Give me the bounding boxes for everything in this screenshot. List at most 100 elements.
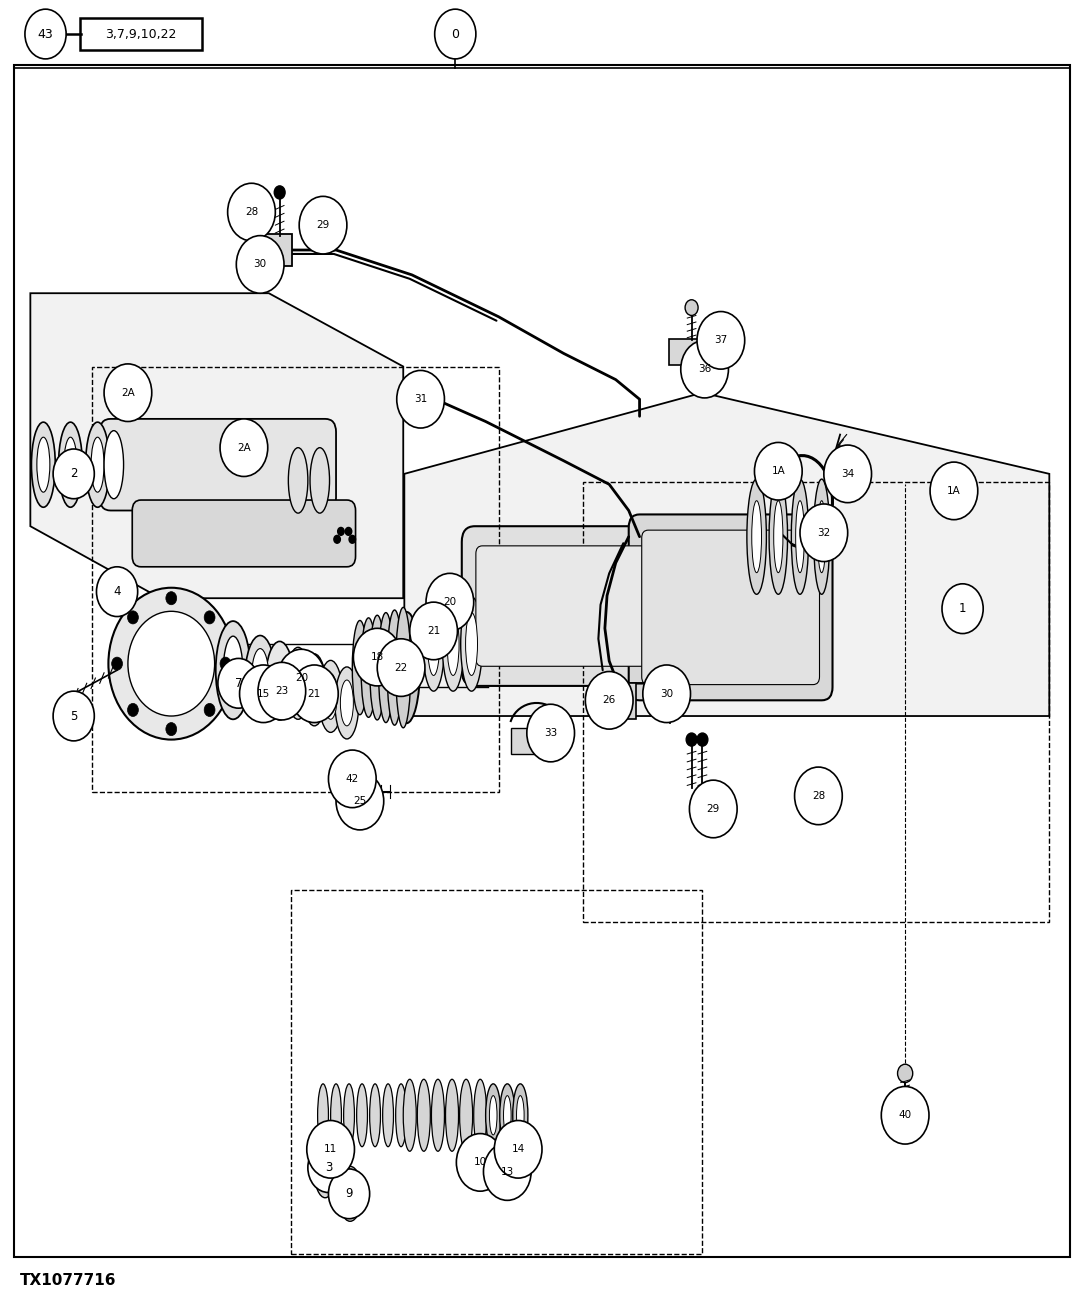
FancyBboxPatch shape — [476, 546, 738, 666]
Ellipse shape — [288, 448, 308, 513]
Circle shape — [426, 573, 474, 631]
Ellipse shape — [319, 660, 343, 732]
Circle shape — [483, 1143, 531, 1200]
Ellipse shape — [338, 1166, 362, 1221]
Ellipse shape — [320, 1155, 331, 1189]
Text: 23: 23 — [275, 686, 288, 696]
Ellipse shape — [446, 1079, 459, 1152]
Ellipse shape — [361, 618, 376, 717]
Ellipse shape — [796, 501, 804, 573]
Ellipse shape — [813, 479, 830, 594]
Circle shape — [410, 602, 457, 660]
Ellipse shape — [442, 597, 464, 691]
Circle shape — [53, 691, 94, 741]
Circle shape — [236, 236, 284, 293]
Ellipse shape — [474, 1079, 487, 1152]
Ellipse shape — [370, 615, 385, 720]
Ellipse shape — [378, 613, 393, 723]
Circle shape — [128, 703, 139, 716]
FancyBboxPatch shape — [14, 65, 1070, 1257]
Ellipse shape — [747, 479, 766, 594]
Circle shape — [166, 723, 177, 736]
FancyBboxPatch shape — [462, 526, 753, 686]
Text: 33: 33 — [544, 728, 557, 738]
Text: 2A: 2A — [237, 442, 250, 453]
Circle shape — [942, 584, 983, 634]
Ellipse shape — [516, 1096, 524, 1135]
Circle shape — [25, 9, 66, 59]
Circle shape — [930, 462, 978, 520]
Circle shape — [898, 1064, 913, 1083]
Text: 22: 22 — [395, 662, 408, 673]
Circle shape — [328, 750, 376, 808]
Circle shape — [220, 419, 268, 476]
Circle shape — [681, 340, 728, 398]
Text: 1A: 1A — [947, 486, 960, 496]
Ellipse shape — [352, 620, 367, 715]
Circle shape — [96, 567, 138, 617]
Circle shape — [697, 312, 745, 369]
FancyBboxPatch shape — [629, 514, 833, 700]
Ellipse shape — [392, 613, 421, 723]
Circle shape — [228, 183, 275, 241]
Ellipse shape — [37, 437, 50, 492]
Circle shape — [795, 767, 842, 825]
Ellipse shape — [286, 648, 310, 720]
Ellipse shape — [396, 1084, 406, 1147]
Text: 25: 25 — [353, 796, 366, 806]
Text: 36: 36 — [698, 364, 711, 374]
Circle shape — [345, 528, 351, 535]
Text: 15: 15 — [257, 689, 270, 699]
Circle shape — [112, 657, 122, 670]
Ellipse shape — [489, 1096, 496, 1135]
Ellipse shape — [383, 1084, 393, 1147]
Text: 43: 43 — [38, 27, 53, 41]
Text: 37: 37 — [714, 335, 727, 346]
Ellipse shape — [431, 1079, 444, 1152]
Ellipse shape — [500, 1084, 515, 1147]
Ellipse shape — [216, 622, 250, 720]
Circle shape — [349, 535, 356, 543]
Ellipse shape — [251, 649, 269, 707]
Text: 9: 9 — [346, 1187, 352, 1200]
Ellipse shape — [292, 660, 305, 707]
Polygon shape — [404, 393, 1049, 716]
Text: 29: 29 — [317, 220, 330, 230]
Ellipse shape — [357, 1084, 367, 1147]
Text: 3,7,9,10,22: 3,7,9,10,22 — [105, 27, 177, 41]
Ellipse shape — [302, 654, 326, 725]
Circle shape — [686, 733, 697, 746]
Circle shape — [53, 449, 94, 499]
Circle shape — [108, 588, 234, 740]
Ellipse shape — [59, 421, 82, 507]
Ellipse shape — [466, 613, 477, 675]
Text: 14: 14 — [512, 1144, 525, 1155]
Ellipse shape — [513, 1084, 528, 1147]
Ellipse shape — [403, 1079, 416, 1152]
FancyBboxPatch shape — [248, 234, 292, 266]
Text: TX1077716: TX1077716 — [20, 1272, 116, 1288]
Circle shape — [308, 1143, 349, 1192]
Circle shape — [754, 442, 802, 500]
Circle shape — [334, 762, 356, 788]
Text: 40: 40 — [899, 1110, 912, 1121]
Circle shape — [307, 1121, 354, 1178]
Circle shape — [456, 1134, 504, 1191]
Circle shape — [800, 504, 848, 562]
Text: 10: 10 — [474, 1157, 487, 1168]
Ellipse shape — [460, 1079, 473, 1152]
Text: 2: 2 — [70, 467, 77, 480]
Ellipse shape — [396, 607, 411, 728]
Text: 21: 21 — [427, 626, 440, 636]
Circle shape — [377, 639, 425, 696]
Circle shape — [278, 649, 325, 707]
Text: 26: 26 — [603, 695, 616, 706]
Ellipse shape — [447, 613, 459, 675]
Ellipse shape — [340, 681, 353, 725]
Circle shape — [274, 186, 285, 199]
Ellipse shape — [751, 501, 762, 573]
Ellipse shape — [266, 641, 294, 720]
Text: 28: 28 — [812, 791, 825, 801]
Ellipse shape — [791, 479, 809, 594]
Ellipse shape — [31, 421, 55, 507]
